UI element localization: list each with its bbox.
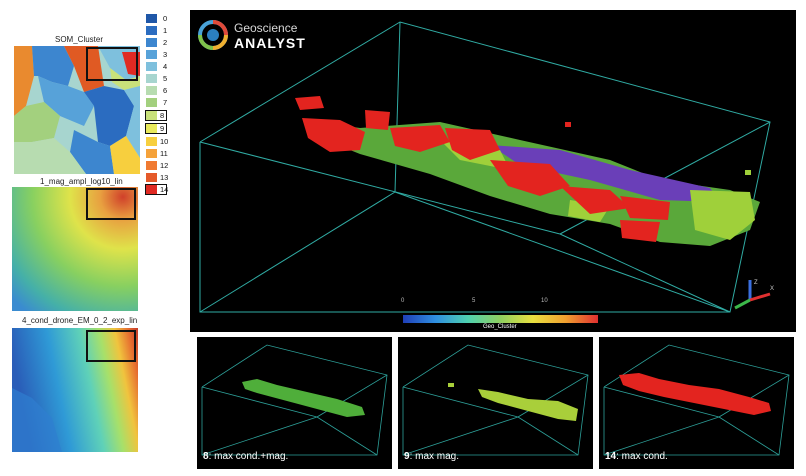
legend-swatch-5: [146, 74, 157, 83]
panel-9-caption: 9: max mag.: [404, 451, 459, 462]
legend-swatch-0: [146, 14, 157, 23]
main-3d-viewport[interactable]: Geoscience ANALYST: [190, 10, 796, 332]
colorbar-label: Geo_Cluster: [483, 324, 517, 330]
mag-map-image: [12, 187, 138, 311]
legend-highlight-14: [145, 184, 167, 195]
brand-line1: Geoscience: [234, 21, 298, 35]
geoscience-analyst-logo: [198, 20, 228, 50]
highlight-box: [86, 188, 136, 220]
legend-swatch-4: [146, 62, 157, 71]
panel-14-render: [603, 344, 790, 456]
legend-swatch-11: [146, 149, 157, 158]
legend-swatch-9: [146, 124, 157, 133]
colorbar: [403, 315, 598, 323]
legend-swatch-3: [146, 50, 157, 59]
panel-9-render: [402, 344, 589, 456]
svg-text:X: X: [770, 286, 774, 292]
legend-swatch-12: [146, 161, 157, 170]
legend-label-6: 6: [163, 86, 168, 95]
panel-8-render: [201, 344, 388, 456]
legend-highlight-8: [145, 110, 167, 121]
panel-9-text: : max mag.: [409, 451, 460, 462]
legend-swatch-14: [146, 185, 157, 194]
map-title-mag: 1_mag_ampl_log10_lin: [40, 177, 123, 186]
legend-label-10: 10: [160, 137, 169, 146]
legend-swatch-10: [146, 137, 157, 146]
panel-cluster-8[interactable]: 8: max cond.+mag.: [197, 337, 392, 469]
mag-map: [12, 187, 138, 311]
panel-14-number: 14: [605, 451, 617, 462]
cond-map: [12, 328, 138, 452]
legend-swatch-1: [146, 26, 157, 35]
legend-label-14: 14: [160, 185, 169, 194]
legend-label-3: 3: [163, 50, 168, 59]
legend-label-4: 4: [163, 62, 168, 71]
highlight-box: [86, 330, 136, 362]
legend-label-12: 12: [160, 161, 169, 170]
legend-label-8: 8: [160, 111, 165, 120]
colorbar-tick-5: 5: [472, 298, 476, 304]
panel-8-number: 8: [203, 451, 209, 462]
som-cluster-map: [14, 46, 140, 174]
legend-label-11: 11: [160, 149, 168, 158]
panel-cluster-14[interactable]: 14: max cond.: [599, 337, 794, 469]
map-title-som-cluster: SOM_Cluster: [55, 35, 104, 44]
panel-8-caption: 8: max cond.+mag.: [203, 451, 288, 462]
colorbar-tick-10: 10: [541, 298, 548, 304]
legend-label-0: 0: [163, 14, 168, 23]
legend-swatch-2: [146, 38, 157, 47]
legend-swatch-8: [146, 111, 157, 120]
map-title-cond: 4_cond_drone_EM_0_2_exp_lin: [22, 316, 138, 325]
legend-label-2: 2: [163, 38, 168, 47]
highlight-box: [86, 47, 138, 81]
panel-8-text: : max cond.+mag.: [208, 451, 289, 462]
legend-label-13: 13: [160, 173, 169, 182]
panel-cluster-9[interactable]: 9: max mag.: [398, 337, 593, 469]
svg-text:Z: Z: [754, 280, 758, 286]
colorbar-tick-0: 0: [401, 298, 405, 304]
legend-swatch-13: [146, 173, 157, 182]
legend-swatch-7: [146, 98, 157, 107]
geo-model-render: Z X: [199, 21, 774, 313]
cond-map-image: [12, 328, 138, 452]
legend-highlight-9: [145, 123, 167, 134]
legend-label-9: 9: [160, 124, 165, 133]
panel-14-text: : max cond.: [616, 451, 668, 462]
legend-swatch-6: [146, 86, 157, 95]
brand-line2: ANALYST: [234, 35, 306, 51]
legend-label-7: 7: [163, 98, 168, 107]
panel-14-caption: 14: max cond.: [605, 451, 668, 462]
som-cluster-map-image: [14, 46, 140, 174]
legend-label-1: 1: [163, 26, 168, 35]
legend-label-5: 5: [163, 74, 168, 83]
panel-9-number: 9: [404, 451, 410, 462]
